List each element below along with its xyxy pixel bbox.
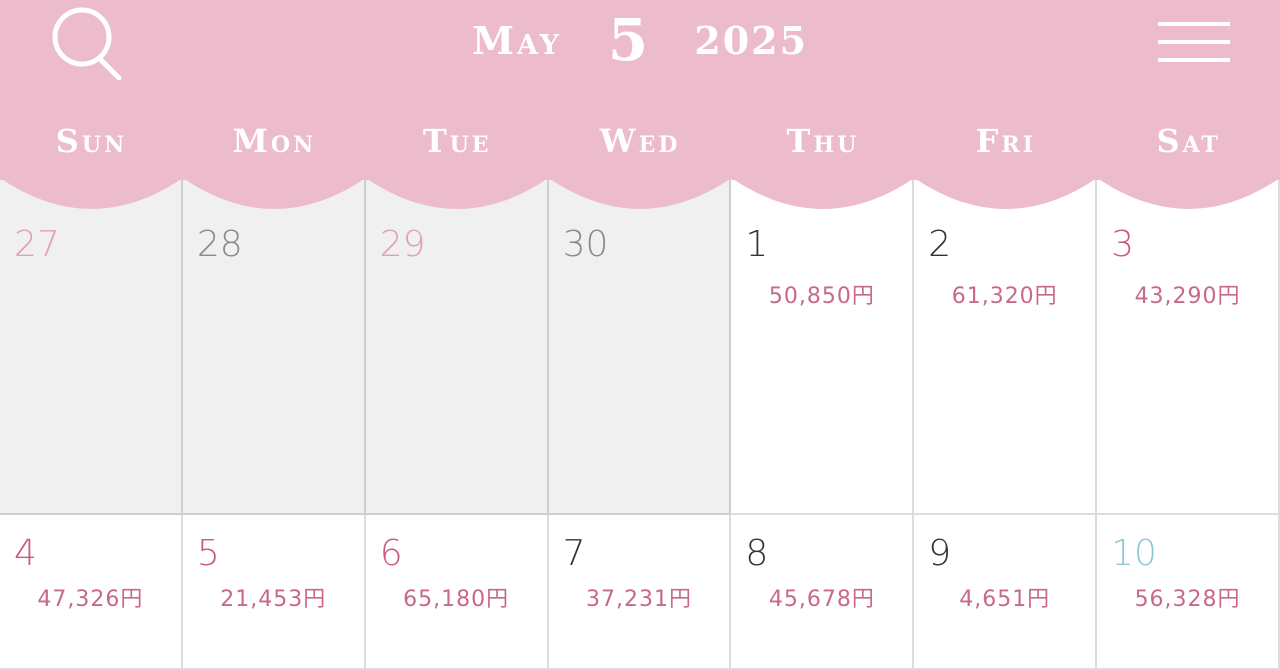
day-number: 6: [379, 533, 403, 574]
month-label: May: [471, 17, 562, 63]
day-cell[interactable]: 10 56,328円: [1097, 515, 1280, 670]
day-cell[interactable]: 27: [0, 180, 183, 515]
weekday-sat: Sat: [1156, 122, 1221, 160]
day-number: 7: [562, 533, 586, 574]
day-amount: 21,453円: [220, 587, 327, 612]
day-number: 4: [14, 533, 37, 574]
day-number: 30: [562, 224, 609, 265]
day-amount: 65,180円: [403, 587, 510, 612]
day-cell[interactable]: 4 47,326円: [0, 515, 183, 670]
day-cell[interactable]: 1 50,850円: [731, 180, 915, 515]
weekday-sun: Sun: [55, 122, 128, 160]
day-amount: 37,231円: [585, 587, 692, 612]
weekday-mon: Mon: [232, 122, 317, 160]
scalloped-edge: [0, 178, 1280, 209]
day-amount: 50,850円: [768, 284, 875, 309]
day-cell[interactable]: 7 37,231円: [548, 515, 732, 670]
day-number: 9: [928, 533, 952, 574]
day-number: 10: [1111, 533, 1157, 574]
day-amount: 43,290円: [1134, 284, 1241, 309]
month-title: May 5 2025: [0, 0, 1280, 80]
day-cell[interactable]: 6 65,180円: [365, 515, 549, 670]
weekday-tue: Tue: [422, 122, 492, 160]
day-number: 27: [14, 224, 60, 265]
calendar-header: May 5 2025 Sun Mon Tue Wed Thu Fri Sat: [0, 0, 1280, 180]
weekday-thu: Thu: [786, 122, 860, 160]
day-cell[interactable]: 30: [548, 180, 732, 515]
day-amount: 47,326円: [37, 587, 144, 612]
weekday-wed: Wed: [599, 122, 681, 160]
weekday-fri: Fri: [975, 122, 1036, 160]
day-number: 8: [745, 533, 769, 574]
day-amount: 45,678円: [768, 587, 875, 612]
day-number: 5: [196, 533, 220, 574]
day-amount: 4,651円: [959, 587, 1051, 612]
month-number: 5: [607, 6, 649, 74]
day-number: 28: [196, 224, 243, 265]
calendar-grid: 27 28 29 30 1 50,850円 2 61,320円 3 43,290円 4 47,326円…: [0, 180, 1280, 670]
day-cell[interactable]: 28: [182, 180, 366, 515]
search-icon[interactable]: [44, 4, 126, 81]
day-amount: 56,328円: [1134, 587, 1241, 612]
day-number: 1: [745, 224, 769, 265]
day-number: 3: [1111, 224, 1135, 265]
day-cell[interactable]: 8 45,678円: [731, 515, 915, 670]
day-cell[interactable]: 2 61,320円: [914, 180, 1098, 515]
day-number: 2: [928, 224, 952, 265]
day-amount: 61,320円: [951, 284, 1058, 309]
day-cell[interactable]: 9 4,651円: [914, 515, 1098, 670]
day-cell[interactable]: 5 21,453円: [182, 515, 366, 670]
year-label: 2025: [694, 17, 809, 63]
day-cell[interactable]: 29: [365, 180, 549, 515]
day-cell[interactable]: 3 43,290円: [1097, 180, 1280, 515]
day-number: 29: [379, 224, 426, 265]
hamburger-menu-icon[interactable]: [1156, 20, 1232, 64]
